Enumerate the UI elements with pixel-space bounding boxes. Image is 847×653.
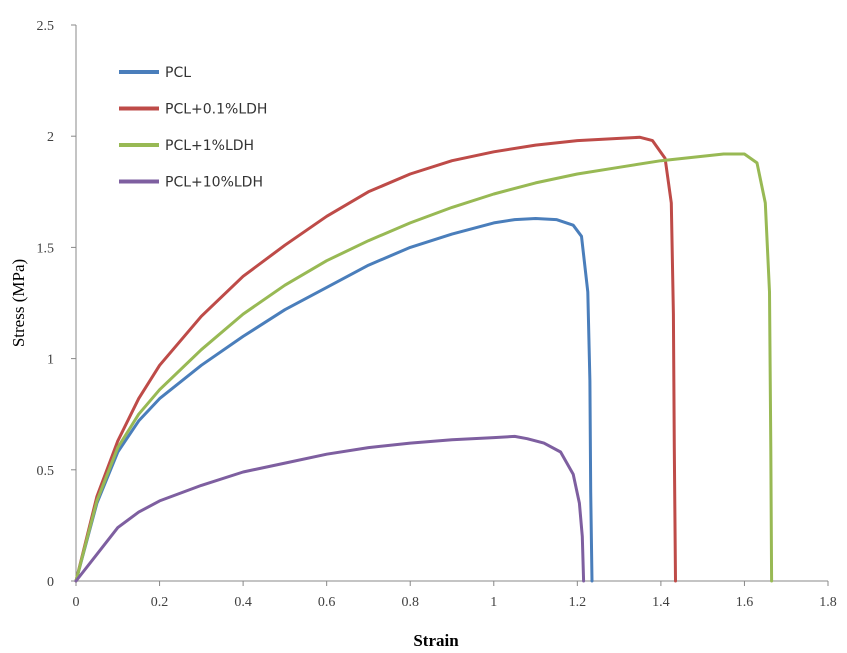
x-tick-label: 1.6 — [736, 595, 754, 610]
x-tick-label: 0.4 — [234, 595, 252, 610]
y-axis-label: Stress (MPa) — [9, 259, 28, 347]
y-tick-label: 0.5 — [37, 464, 55, 479]
x-tick-label: 0.6 — [318, 595, 336, 610]
legend-label-2: PCL+1%LDH — [165, 138, 254, 154]
legend-label-3: PCL+10%LDH — [165, 175, 263, 191]
legend: PCL PCL+0.1%LDH PCL+1%LDH PCL+10%LDH — [119, 65, 267, 191]
y-tick-label: 2 — [47, 130, 54, 145]
x-tick-label: 1.8 — [819, 595, 837, 610]
x-axis-label: Strain — [413, 631, 459, 650]
x-ticks: 0 0.2 0.4 0.6 0.8 1 1.2 1.4 1.6 1.8 — [73, 581, 837, 610]
series-line-3 — [74, 434, 586, 583]
y-ticks: 0 0.5 1 1.5 2 2.5 — [37, 19, 76, 590]
y-tick-label: 1 — [47, 353, 54, 368]
x-tick-label: 1.4 — [652, 595, 670, 610]
y-tick-label: 1.5 — [37, 241, 55, 256]
x-tick-label: 1 — [490, 595, 497, 610]
series-line-1 — [74, 135, 677, 583]
y-tick-label: 0 — [47, 575, 54, 590]
legend-label-0: PCL — [165, 65, 191, 81]
series-lines — [74, 135, 774, 583]
y-tick-label: 2.5 — [37, 19, 55, 34]
series-line-0 — [74, 217, 594, 583]
x-tick-label: 0.2 — [151, 595, 169, 610]
x-tick-label: 1.2 — [569, 595, 587, 610]
legend-label-1: PCL+0.1%LDH — [165, 102, 267, 118]
x-tick-label: 0 — [73, 595, 80, 610]
x-tick-label: 0.8 — [401, 595, 419, 610]
series-line-2 — [74, 152, 774, 583]
